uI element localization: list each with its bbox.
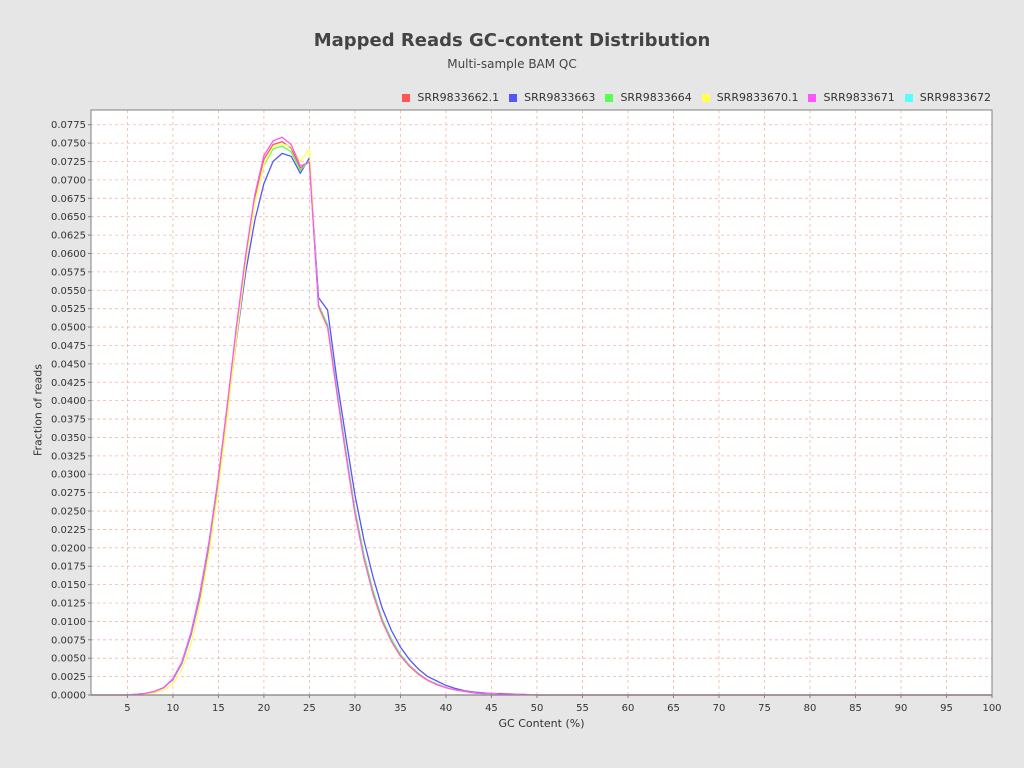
y-tick-label: 0.0550 — [51, 286, 86, 297]
y-tick-label: 0.0100 — [51, 617, 86, 628]
y-tick-label: 0.0050 — [51, 654, 86, 665]
x-tick-label: 95 — [940, 703, 953, 714]
y-tick-label: 0.0175 — [51, 562, 86, 573]
x-tick-label: 50 — [531, 703, 544, 714]
y-tick-label: 0.0575 — [51, 267, 86, 278]
y-tick-label: 0.0425 — [51, 378, 86, 389]
legend-swatch — [904, 93, 913, 102]
y-tick-label: 0.0500 — [51, 323, 86, 334]
y-tick-label: 0.0775 — [51, 120, 86, 131]
x-tick-label: 85 — [849, 703, 862, 714]
x-tick-label: 90 — [895, 703, 908, 714]
series-line — [91, 136, 992, 696]
x-tick-label: 80 — [804, 703, 817, 714]
y-tick-label: 0.0725 — [51, 157, 86, 168]
chart-subtitle: Multi-sample BAM QC — [447, 57, 577, 71]
x-tick-label: 20 — [258, 703, 271, 714]
y-tick-label: 0.0750 — [51, 139, 86, 150]
y-tick-label: 0.0475 — [51, 341, 86, 352]
x-tick-label: 75 — [758, 703, 771, 714]
x-tick-label: 10 — [167, 703, 180, 714]
x-tick-label: 60 — [622, 703, 635, 714]
y-axis-label: Fraction of reads — [31, 363, 45, 457]
x-tick-label: 35 — [394, 703, 407, 714]
y-tick-label: 0.0200 — [51, 543, 86, 554]
plot-border — [90, 109, 993, 696]
y-tick-label: 0.0675 — [51, 194, 86, 205]
y-tick-label: 0.0250 — [51, 507, 86, 518]
legend-label: SRR9833662.1 — [417, 91, 500, 104]
x-tick-label: 55 — [576, 703, 589, 714]
y-tick-label: 0.0600 — [51, 249, 86, 260]
legend-item: SRR9833663 — [509, 91, 595, 104]
y-tick-label: 0.0350 — [51, 433, 86, 444]
legend-label: SRR9833663 — [524, 91, 596, 104]
legend-item: SRR9833662.1 — [402, 91, 499, 104]
y-tick-label: 0.0450 — [51, 359, 86, 370]
y-tick-label: 0.0325 — [51, 451, 86, 462]
legend-label: SRR9833670.1 — [716, 91, 799, 104]
chart-legend: SRR9833662.1 SRR9833663 SRR9833664 SRR98336… — [402, 91, 991, 104]
legend-swatch — [701, 93, 710, 102]
y-tick-label: 0.0400 — [51, 396, 86, 407]
y-tick-label: 0.0150 — [51, 580, 86, 591]
chart-title: Mapped Reads GC-content Distribution — [313, 30, 711, 51]
y-tick-label: 0.0125 — [51, 599, 86, 610]
x-tick-label: 30 — [349, 703, 362, 714]
y-tick-label: 0.0625 — [51, 231, 86, 242]
y-tick-label: 0.0650 — [51, 212, 86, 223]
y-tick-label: 0.0225 — [51, 525, 86, 536]
x-tick-label: 100 — [982, 703, 1001, 714]
x-tick-label: 25 — [303, 703, 316, 714]
legend-item: SRR9833672 — [904, 91, 991, 104]
x-tick-label: 45 — [485, 703, 498, 714]
x-tick-label: 5 — [124, 703, 130, 714]
legend-swatch — [808, 93, 817, 102]
y-tick-label: 0.0525 — [51, 304, 86, 315]
x-tick-label: 40 — [440, 703, 453, 714]
y-tick-label: 0.0025 — [51, 672, 86, 683]
legend-swatch — [509, 93, 518, 102]
legend-swatch — [605, 93, 614, 102]
legend-item: SRR9833671 — [808, 91, 895, 104]
y-tick-label: 0.0300 — [51, 470, 86, 481]
legend-item: SRR9833670.1 — [701, 91, 799, 104]
y-tick-label: 0.0275 — [51, 488, 86, 499]
legend-label: SRR9833672 — [919, 91, 991, 104]
x-tick-label: 70 — [713, 703, 726, 714]
y-tick-label: 0.0700 — [51, 175, 86, 186]
x-tick-label: 15 — [212, 703, 225, 714]
plot-background — [91, 110, 992, 695]
x-axis-label: GC Content (%) — [498, 717, 585, 730]
y-tick-label: 0.0000 — [51, 691, 86, 702]
x-tick-label: 65 — [667, 703, 680, 714]
legend-swatch — [402, 93, 411, 102]
legend-label: SRR9833671 — [823, 91, 895, 104]
y-tick-label: 0.0075 — [51, 635, 86, 646]
legend-item: SRR9833664 — [605, 91, 692, 104]
legend-label: SRR9833664 — [620, 91, 692, 104]
y-tick-label: 0.0375 — [51, 415, 86, 426]
